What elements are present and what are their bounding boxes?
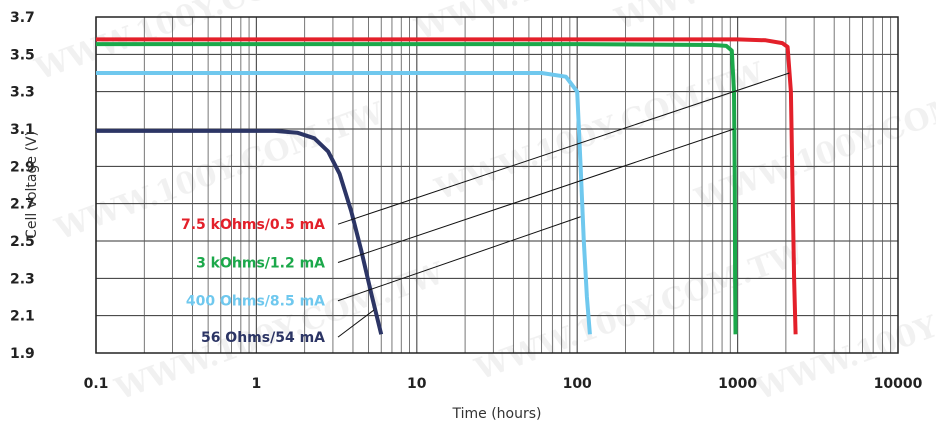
x-tick-label: 10 <box>407 376 427 392</box>
y-tick-label: 2.5 <box>10 234 35 250</box>
y-tick-label: 3.5 <box>10 47 35 63</box>
x-axis-ticks: 0.1 1 10 100 1000 10000 <box>84 376 923 392</box>
y-tick-label: 3.7 <box>10 10 35 26</box>
y-tick-label: 2.1 <box>10 309 35 325</box>
legend-label-1: 7.5 kOhms/0.5 mA <box>181 217 325 233</box>
y-tick-label: 1.9 <box>10 346 35 362</box>
x-tick-label: 10000 <box>874 376 923 392</box>
y-tick-label: 2.7 <box>10 197 35 213</box>
legend-label-4: 56 Ohms/54 mA <box>201 330 325 346</box>
series-line-1 <box>96 37 798 335</box>
series-line-4 <box>96 128 384 335</box>
leader-line-4 <box>337 309 375 338</box>
y-tick-label: 2.3 <box>10 271 35 287</box>
y-tick-label: 3.3 <box>10 85 35 101</box>
y-tick-label: 3.1 <box>10 122 35 138</box>
x-tick-label: 0.1 <box>84 376 109 392</box>
leader-line-2 <box>337 128 735 263</box>
series-line-3 <box>96 71 592 335</box>
series-layer <box>96 37 798 335</box>
x-axis-title: Time (hours) <box>452 406 542 422</box>
leader-line-3 <box>337 216 581 302</box>
y-axis-ticks: 1.9 2.1 2.3 2.5 2.7 2.9 3.1 3.3 3.5 3.7 <box>10 10 35 362</box>
leader-lines <box>337 72 790 338</box>
x-tick-label: 1000 <box>718 376 757 392</box>
series-line-2 <box>96 42 738 335</box>
legend-label-3: 400 Ohms/8.5 mA <box>186 294 325 310</box>
watermark-text: WWW.100Y.COM.TW <box>470 235 810 387</box>
plot-frame <box>95 16 899 354</box>
y-tick-label: 2.9 <box>10 159 35 175</box>
leader-line-1 <box>337 72 790 225</box>
watermark-text: WWW.100Y.COM.TW <box>610 0 936 38</box>
y-axis-title: Cell voltage (V) <box>24 131 40 239</box>
legend-label-2: 3 kOhms/1.2 mA <box>196 255 325 271</box>
legend-labels: 7.5 kOhms/0.5 mA 3 kOhms/1.2 mA 400 Ohms/8… <box>181 217 325 346</box>
x-tick-label: 100 <box>563 376 592 392</box>
x-tick-label: 1 <box>252 376 262 392</box>
